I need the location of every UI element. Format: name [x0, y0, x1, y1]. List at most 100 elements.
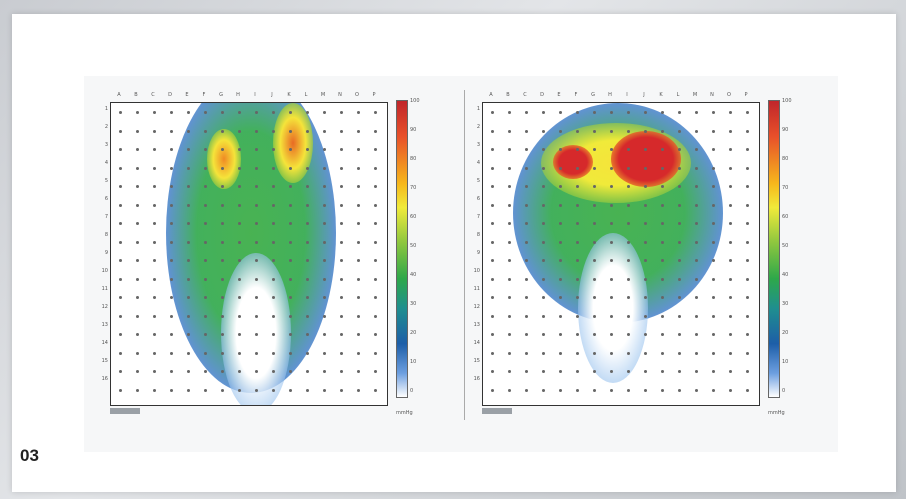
sensor-dot — [491, 222, 494, 225]
sensor-dot — [221, 129, 224, 133]
sensor-dot — [627, 370, 630, 373]
sensor-dot — [306, 203, 309, 207]
sensor-dot — [661, 166, 664, 170]
sensor-dot — [170, 296, 173, 299]
sensor-dot — [508, 333, 511, 336]
sensor-dot — [153, 296, 156, 299]
tick-label: 50 — [410, 243, 417, 249]
sensor-dot — [712, 333, 715, 336]
sensor-dot — [695, 129, 698, 133]
col-label: I — [254, 92, 256, 98]
sensor-dot — [644, 388, 647, 392]
sensor-dot — [644, 148, 647, 151]
sensor-dot — [187, 277, 190, 281]
sensor-dot — [272, 351, 275, 355]
sensor-dot — [729, 111, 732, 114]
sensor-dot — [661, 222, 664, 225]
sensor-dot — [593, 111, 596, 114]
sensor-dot — [491, 333, 494, 336]
sensor-dot — [340, 148, 343, 151]
sensor-dot — [746, 314, 749, 318]
sensor-dot — [357, 351, 360, 355]
sensor-dot — [340, 333, 343, 336]
sensor-dot — [255, 314, 258, 318]
sensor-dot — [678, 277, 681, 281]
sensor-dot — [136, 166, 139, 170]
sensor-dot — [661, 333, 664, 336]
pressure-hotspot — [611, 131, 681, 187]
row-label: 13 — [473, 322, 480, 328]
sensor-dot — [119, 314, 122, 318]
sensor-dot — [306, 148, 309, 151]
sensor-dot — [221, 370, 224, 373]
sensor-dot — [525, 388, 528, 392]
sensor-dot — [508, 129, 511, 133]
sensor-dot — [644, 203, 647, 207]
row-label: 12 — [473, 304, 480, 310]
row-label: 14 — [473, 340, 480, 346]
sensor-dot — [374, 351, 377, 355]
sensor-dot — [712, 222, 715, 225]
sensor-dot — [119, 277, 122, 281]
sensor-dot — [204, 314, 207, 318]
sensor-dot — [204, 129, 207, 133]
sensor-dot — [525, 148, 528, 151]
sensor-dot — [323, 351, 326, 355]
sensor-dot — [576, 314, 579, 318]
sensor-dot — [374, 240, 377, 244]
sensor-dot — [525, 277, 528, 281]
sensor-dot — [323, 314, 326, 318]
sensor-dot — [357, 166, 360, 170]
sensor-dot — [610, 222, 613, 225]
sensor-dot — [221, 259, 224, 262]
sensor-dot — [340, 296, 343, 299]
sensor-dot — [357, 129, 360, 133]
sensor-dot — [695, 351, 698, 355]
sensor-dot — [272, 222, 275, 225]
pressure-gap — [221, 253, 291, 405]
sensor-dot — [593, 148, 596, 151]
sensor-dot — [712, 129, 715, 133]
tick-label: 30 — [782, 301, 789, 307]
sensor-dot — [323, 370, 326, 373]
sensor-dot — [340, 388, 343, 392]
col-label: N — [338, 92, 342, 98]
sensor-dot — [119, 185, 122, 188]
sensor-dot — [678, 388, 681, 392]
sensor-dot — [187, 259, 190, 262]
sensor-dot — [170, 351, 173, 355]
sensor-dot — [340, 129, 343, 133]
sensor-dot — [289, 222, 292, 225]
sensor-dot — [170, 277, 173, 281]
sensor-dot — [661, 185, 664, 188]
sensor-dot — [661, 388, 664, 392]
sensor-dot — [119, 351, 122, 355]
sensor-dot — [542, 185, 545, 188]
sensor-dot — [306, 166, 309, 170]
sensor-dot — [576, 351, 579, 355]
sensor-dot — [491, 148, 494, 151]
col-label: H — [236, 92, 240, 98]
sensor-dot — [357, 388, 360, 392]
row-label: 4 — [476, 160, 480, 166]
sensor-dot — [627, 240, 630, 244]
sensor-dot — [610, 111, 613, 114]
tick-label: 0 — [410, 388, 414, 394]
sensor-dot — [187, 370, 190, 373]
sensor-dot — [323, 388, 326, 392]
sensor-dot — [644, 259, 647, 262]
sensor-dot — [153, 166, 156, 170]
sensor-dot — [491, 185, 494, 188]
sensor-dot — [238, 333, 241, 336]
sensor-dot — [610, 240, 613, 244]
row-label: 16 — [101, 376, 108, 382]
sensor-dot — [289, 129, 292, 133]
sensor-dot — [323, 129, 326, 133]
sensor-dot — [491, 277, 494, 281]
sensor-dot — [204, 351, 207, 355]
sensor-dot — [542, 333, 545, 336]
sensor-dot — [559, 203, 562, 207]
sensor-dot — [491, 203, 494, 207]
sensor-dot — [491, 129, 494, 133]
sensor-dot — [238, 111, 241, 114]
